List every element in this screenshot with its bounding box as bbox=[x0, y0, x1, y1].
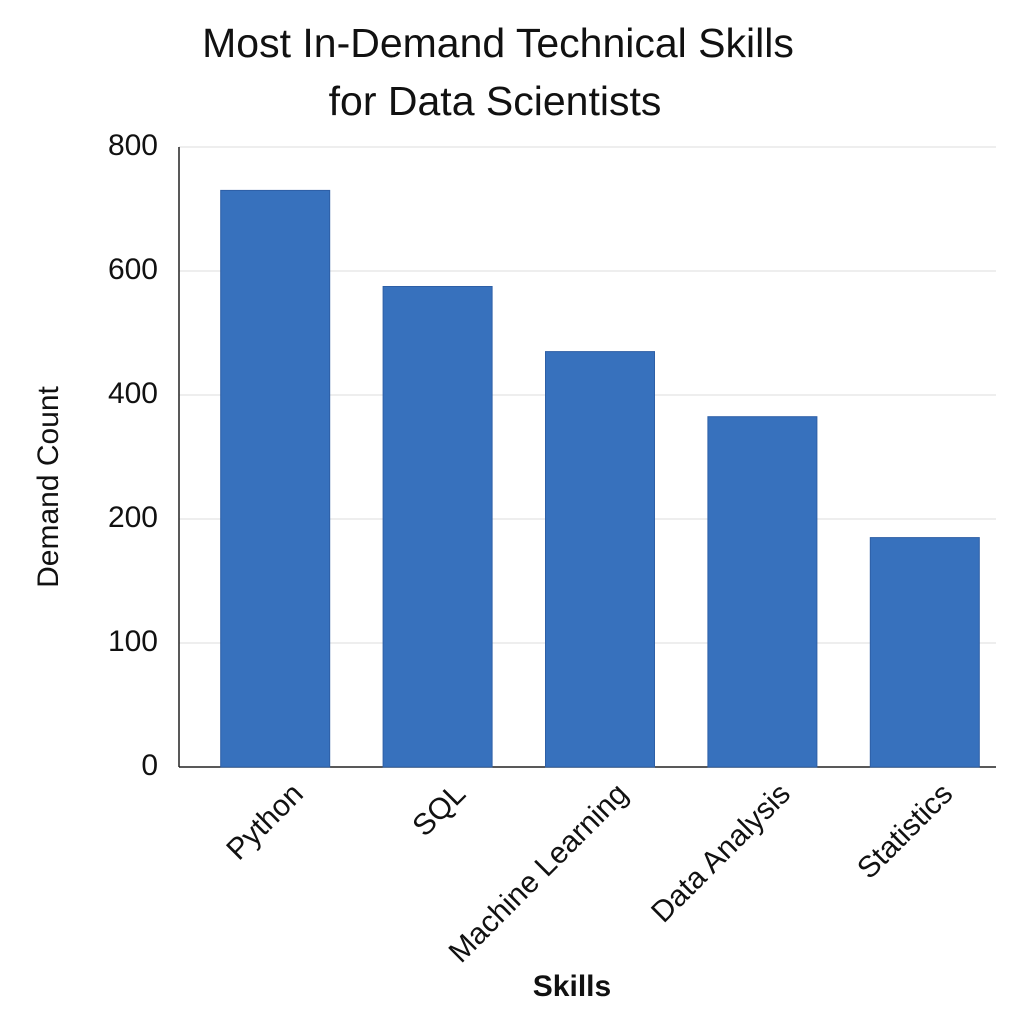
x-tick-label: SQL bbox=[406, 777, 472, 843]
y-tick-label: 800 bbox=[108, 129, 158, 162]
chart-title: for Data Scientists bbox=[329, 78, 662, 124]
x-tick-label: Python bbox=[220, 777, 309, 866]
y-axis-title: Demand Count bbox=[32, 385, 65, 587]
x-tick-label: Statistics bbox=[851, 777, 959, 885]
y-tick-label: 600 bbox=[108, 253, 158, 286]
bar bbox=[869, 537, 980, 768]
bar bbox=[220, 189, 331, 768]
x-axis-title: Skills bbox=[533, 970, 611, 1003]
bar bbox=[707, 416, 818, 768]
bar bbox=[382, 286, 493, 768]
chart-title: Most In-Demand Technical Skills bbox=[202, 20, 794, 66]
y-tick-label: 0 bbox=[141, 749, 158, 782]
y-tick-label: 400 bbox=[108, 377, 158, 410]
bar bbox=[545, 351, 655, 768]
y-tick-label: 200 bbox=[108, 501, 158, 534]
x-tick-label: Data Analysis bbox=[645, 777, 797, 929]
y-tick-label: 100 bbox=[108, 625, 158, 658]
x-tick-label: Machine Learning bbox=[443, 777, 635, 969]
